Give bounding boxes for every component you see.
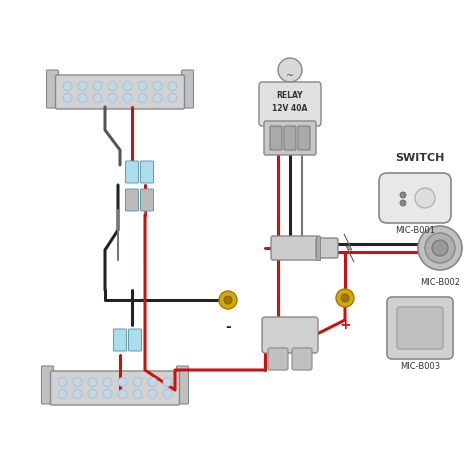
FancyBboxPatch shape <box>284 126 296 150</box>
FancyBboxPatch shape <box>298 126 310 150</box>
Text: MIC-B001: MIC-B001 <box>395 226 435 235</box>
Circle shape <box>123 93 132 102</box>
Circle shape <box>118 390 127 399</box>
FancyBboxPatch shape <box>316 236 320 260</box>
Circle shape <box>108 82 117 91</box>
Text: MIC-B002: MIC-B002 <box>420 278 460 287</box>
Circle shape <box>219 291 237 309</box>
Circle shape <box>123 82 132 91</box>
Circle shape <box>78 93 87 102</box>
Circle shape <box>133 377 142 386</box>
FancyBboxPatch shape <box>271 236 320 260</box>
FancyBboxPatch shape <box>128 329 142 351</box>
Circle shape <box>103 377 112 386</box>
FancyBboxPatch shape <box>126 189 138 211</box>
Circle shape <box>148 390 157 399</box>
Circle shape <box>78 82 87 91</box>
Circle shape <box>168 82 177 91</box>
Circle shape <box>163 377 172 386</box>
Circle shape <box>88 390 97 399</box>
Circle shape <box>153 93 162 102</box>
FancyBboxPatch shape <box>268 348 288 370</box>
Text: RELAY
12V 40A: RELAY 12V 40A <box>272 91 308 113</box>
Circle shape <box>133 390 142 399</box>
FancyBboxPatch shape <box>46 70 58 108</box>
Text: MIC-B003: MIC-B003 <box>400 362 440 371</box>
Circle shape <box>73 390 82 399</box>
FancyBboxPatch shape <box>126 161 138 183</box>
Circle shape <box>341 294 349 302</box>
Text: ~: ~ <box>286 71 294 81</box>
FancyBboxPatch shape <box>387 297 453 359</box>
Circle shape <box>168 93 177 102</box>
FancyBboxPatch shape <box>264 121 316 155</box>
FancyBboxPatch shape <box>113 329 127 351</box>
Circle shape <box>108 93 117 102</box>
FancyBboxPatch shape <box>292 348 312 370</box>
Polygon shape <box>344 234 354 262</box>
Circle shape <box>415 188 435 208</box>
Circle shape <box>163 390 172 399</box>
FancyBboxPatch shape <box>55 75 184 109</box>
Circle shape <box>63 93 72 102</box>
FancyBboxPatch shape <box>140 161 154 183</box>
Circle shape <box>103 390 112 399</box>
FancyBboxPatch shape <box>42 366 54 404</box>
Circle shape <box>400 192 406 198</box>
Circle shape <box>336 289 354 307</box>
Circle shape <box>148 377 157 386</box>
FancyBboxPatch shape <box>140 189 154 211</box>
FancyBboxPatch shape <box>270 126 282 150</box>
FancyBboxPatch shape <box>51 371 180 405</box>
Circle shape <box>400 200 406 206</box>
Circle shape <box>138 93 147 102</box>
Circle shape <box>118 377 127 386</box>
Circle shape <box>58 390 67 399</box>
FancyBboxPatch shape <box>262 317 318 353</box>
Text: SWITCH: SWITCH <box>395 153 445 163</box>
FancyBboxPatch shape <box>182 70 193 108</box>
Circle shape <box>93 93 102 102</box>
Circle shape <box>63 82 72 91</box>
FancyBboxPatch shape <box>176 366 189 404</box>
Circle shape <box>153 82 162 91</box>
Text: -: - <box>225 320 231 334</box>
Circle shape <box>224 296 232 304</box>
FancyBboxPatch shape <box>316 238 338 258</box>
Circle shape <box>88 377 97 386</box>
Text: +: + <box>339 318 351 332</box>
Circle shape <box>425 233 455 263</box>
FancyBboxPatch shape <box>379 173 451 223</box>
Circle shape <box>58 377 67 386</box>
FancyBboxPatch shape <box>259 82 321 126</box>
FancyBboxPatch shape <box>397 307 443 349</box>
Circle shape <box>278 58 302 82</box>
Circle shape <box>93 82 102 91</box>
Circle shape <box>73 377 82 386</box>
Circle shape <box>138 82 147 91</box>
Circle shape <box>418 226 462 270</box>
Circle shape <box>432 240 448 256</box>
